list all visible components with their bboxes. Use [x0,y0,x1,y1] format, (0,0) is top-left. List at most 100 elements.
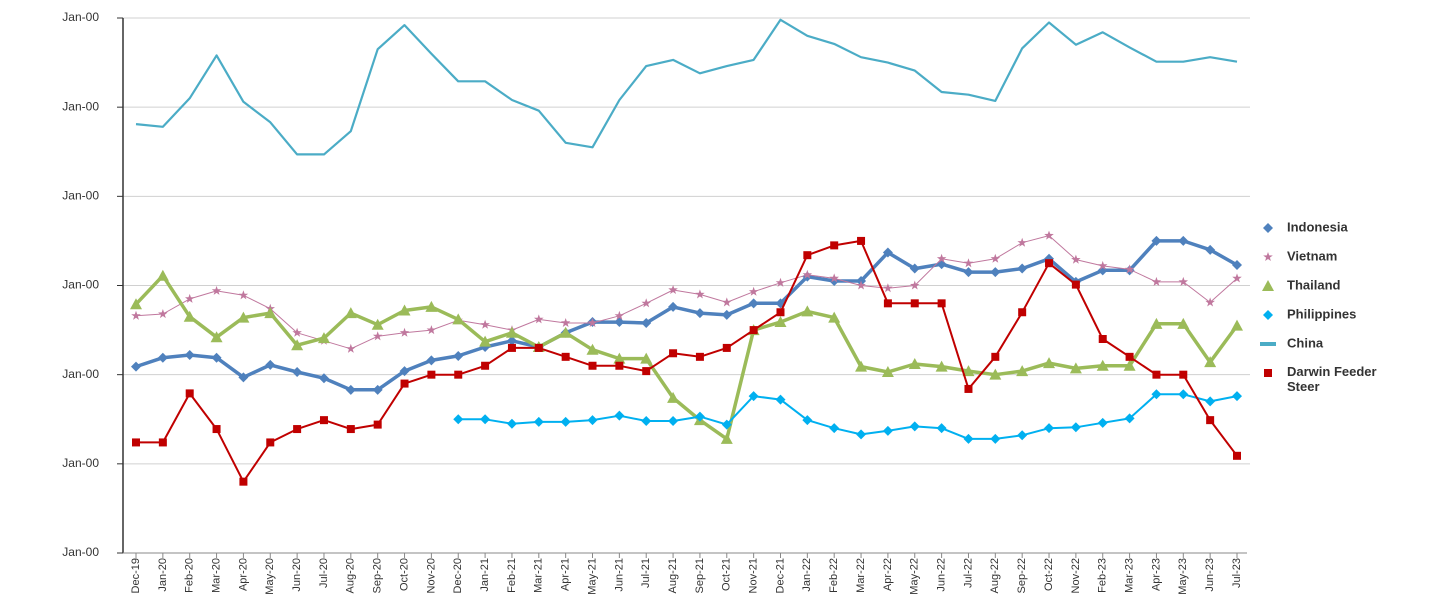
data-point [1205,297,1215,307]
x-tick-label: Oct-22 [1043,558,1055,591]
data-point [720,432,733,444]
data-point [882,247,893,258]
x-tick-label: Mar-20 [210,558,222,593]
data-point [990,433,1001,444]
data-point [426,355,437,366]
data-point [425,300,438,312]
data-point [748,391,759,402]
data-point [560,318,571,327]
data-point [239,477,248,486]
data-point [1178,276,1188,286]
data-point [694,411,705,422]
x-tick-label: Aug-21 [667,558,679,593]
data-point [1044,230,1054,240]
data-point [399,366,410,377]
data-point [613,352,626,364]
x-tick-label: Mar-22 [855,558,867,593]
x-tick-label: Feb-20 [184,558,196,593]
y-tick-label: Jan-00 [62,99,99,113]
data-point [1097,417,1108,428]
data-point [292,327,302,337]
series: Indonesia [131,219,1348,395]
data-point [1152,370,1161,379]
data-point [990,267,1001,278]
data-point [480,414,491,425]
data-point [1071,254,1081,264]
data-point [990,253,1001,263]
data-point [586,343,599,355]
data-point [1233,451,1241,460]
data-point [319,416,328,425]
series-line [135,18,1238,156]
x-tick-label: Apr-23 [1150,558,1162,591]
data-point [695,289,705,299]
data-point [748,286,759,296]
data-point [292,366,303,377]
data-point [318,373,329,384]
data-point [238,290,249,300]
data-point [1018,308,1027,317]
data-point [963,258,974,268]
data-point [667,391,680,403]
x-tick-label: Jun-20 [291,558,303,592]
data-point [317,332,330,344]
data-point [1017,237,1027,247]
data-point [962,365,975,377]
data-point [185,293,195,303]
data-point [131,310,141,320]
data-point [1178,389,1189,400]
data-point [1151,389,1162,400]
data-point [829,273,839,283]
data-point [1205,396,1216,407]
data-point [937,299,946,308]
data-point [774,316,787,328]
x-tick-label: Apr-21 [560,558,572,591]
x-tick-label: Nov-21 [748,558,760,593]
data-point [534,343,543,352]
data-point [1232,391,1242,402]
legend-marker [1263,252,1273,261]
data-point [991,352,1000,361]
data-point [1231,319,1243,331]
data-point [721,419,732,430]
data-point [293,425,302,434]
series: Vietnam [131,230,1337,353]
data-point [829,423,840,434]
data-point [775,394,786,405]
data-point [372,384,383,395]
data-point [615,361,624,370]
data-point [453,414,464,425]
series-line [135,235,1238,350]
data-point [936,253,947,263]
data-point [641,298,651,308]
data-point [507,343,516,352]
data-point [964,384,973,393]
data-point [1071,280,1080,289]
x-tick-label: Dec-20 [452,558,464,593]
data-point [1098,260,1108,270]
data-point [559,326,572,338]
x-tick-label: Mar-21 [533,558,545,593]
data-point [212,425,221,434]
series: Darwin Feeder Steer [132,236,1377,486]
y-tick-label: Jan-00 [62,545,99,559]
data-point [936,423,947,434]
series-line [136,239,1238,483]
data-point [560,416,571,427]
data-point [641,416,652,427]
data-point [561,352,570,361]
x-tick-label: Jan-21 [479,558,491,592]
legend-marker [1262,280,1274,291]
data-point [1098,335,1107,343]
legend-label-line: Steer [1287,379,1320,394]
data-point [587,415,598,426]
x-tick-label: Jul-22 [962,558,974,588]
data-point [345,384,356,395]
legend-label: China [1287,335,1324,350]
x-tick-label: Nov-22 [1070,558,1082,593]
x-tick-label: Feb-21 [506,558,518,593]
data-point [722,343,731,352]
x-tick-label: Jan-22 [801,558,813,592]
data-point [1125,352,1134,361]
data-point [238,372,249,383]
